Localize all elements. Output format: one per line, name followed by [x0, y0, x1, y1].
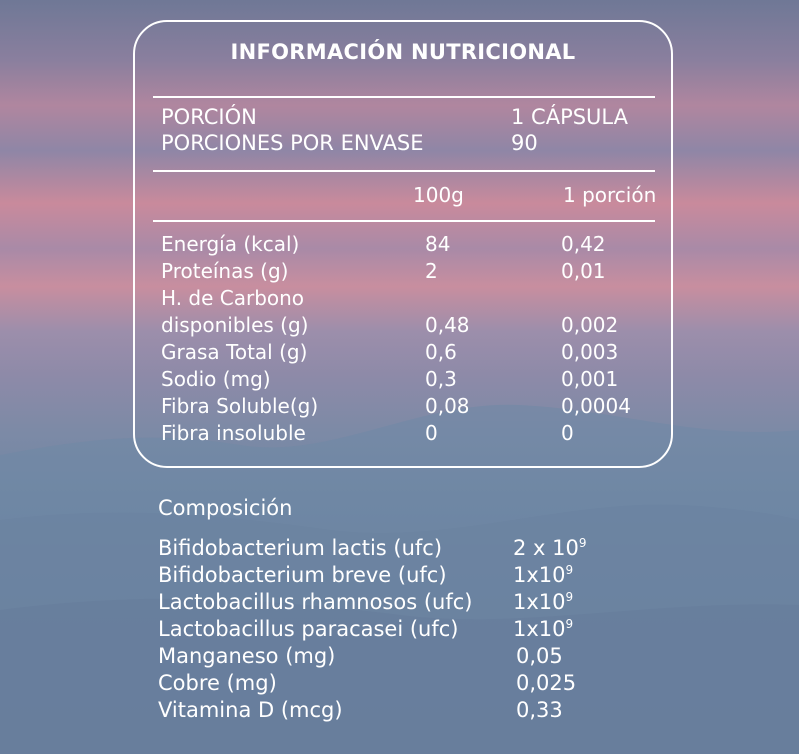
ingredient-value: 1x109 — [513, 563, 574, 587]
nutrient-per-serving: 0,01 — [561, 259, 606, 283]
nutrient-per100: 0,3 — [425, 367, 457, 391]
ingredient-label: Bifidobacterium lactis (ufc) — [158, 536, 443, 560]
ingredient-value: 0,33 — [516, 698, 563, 722]
nutrient-label: Proteínas (g) — [161, 259, 289, 283]
nutrient-per100: 0,08 — [425, 394, 470, 418]
nutrient-per-serving: 0 — [561, 421, 574, 445]
nutrient-per100: 0 — [425, 421, 438, 445]
ingredient-label: Lactobacillus paracasei (ufc) — [158, 617, 459, 641]
nutrient-per-serving: 0,0004 — [561, 394, 631, 418]
portion-value: 1 CÁPSULA — [511, 105, 628, 129]
ingredient-value: 0,025 — [516, 671, 577, 695]
column-header-100g: 100g — [413, 183, 464, 207]
per-container-value: 90 — [511, 131, 538, 155]
nutrient-label: Energía (kcal) — [161, 232, 300, 256]
ingredient-label: Cobre (mg) — [158, 671, 277, 695]
nutrient-label: Fibra insoluble — [161, 421, 306, 445]
ingredient-value: 1x109 — [513, 590, 574, 614]
nutrient-label: disponibles (g) — [161, 313, 309, 337]
nutrient-per100: 0,6 — [425, 340, 457, 364]
nutrient-label: Sodio (mg) — [161, 367, 271, 391]
nutrient-per-serving: 0,002 — [561, 313, 619, 337]
nutrient-label: Fibra Soluble(g) — [161, 394, 319, 418]
column-header-serving: 1 porción — [563, 183, 657, 207]
nutrient-per-serving: 0,003 — [561, 340, 619, 364]
composition-heading: Composición — [158, 496, 293, 520]
nutrient-per100: 2 — [425, 259, 438, 283]
divider-lower — [153, 220, 655, 222]
per-container-label: PORCIONES POR ENVASE — [161, 131, 424, 155]
nutrition-panel: INFORMACIÓN NUTRICIONAL PORCIÓN 1 CÁPSUL… — [133, 20, 673, 468]
divider-middle — [153, 170, 655, 172]
portion-label: PORCIÓN — [161, 105, 257, 129]
ingredient-value: 0,05 — [516, 644, 563, 668]
ingredient-value: 1x109 — [513, 617, 574, 641]
ingredient-label: Lactobacillus rhamnosos (ufc) — [158, 590, 473, 614]
ingredient-value: 2 x 109 — [513, 536, 587, 560]
ingredient-label: Bifidobacterium breve (ufc) — [158, 563, 447, 587]
nutrient-per100: 0,48 — [425, 313, 470, 337]
nutrient-label: H. de Carbono — [161, 286, 305, 310]
nutrient-label: Grasa Total (g) — [161, 340, 308, 364]
ingredient-label: Vitamina D (mcg) — [158, 698, 343, 722]
panel-title: INFORMACIÓN NUTRICIONAL — [230, 40, 576, 64]
nutrient-per-serving: 0,42 — [561, 232, 606, 256]
nutrient-per100: 84 — [425, 232, 451, 256]
divider-top — [153, 96, 655, 98]
ingredient-label: Manganeso (mg) — [158, 644, 336, 668]
nutrient-per-serving: 0,001 — [561, 367, 619, 391]
